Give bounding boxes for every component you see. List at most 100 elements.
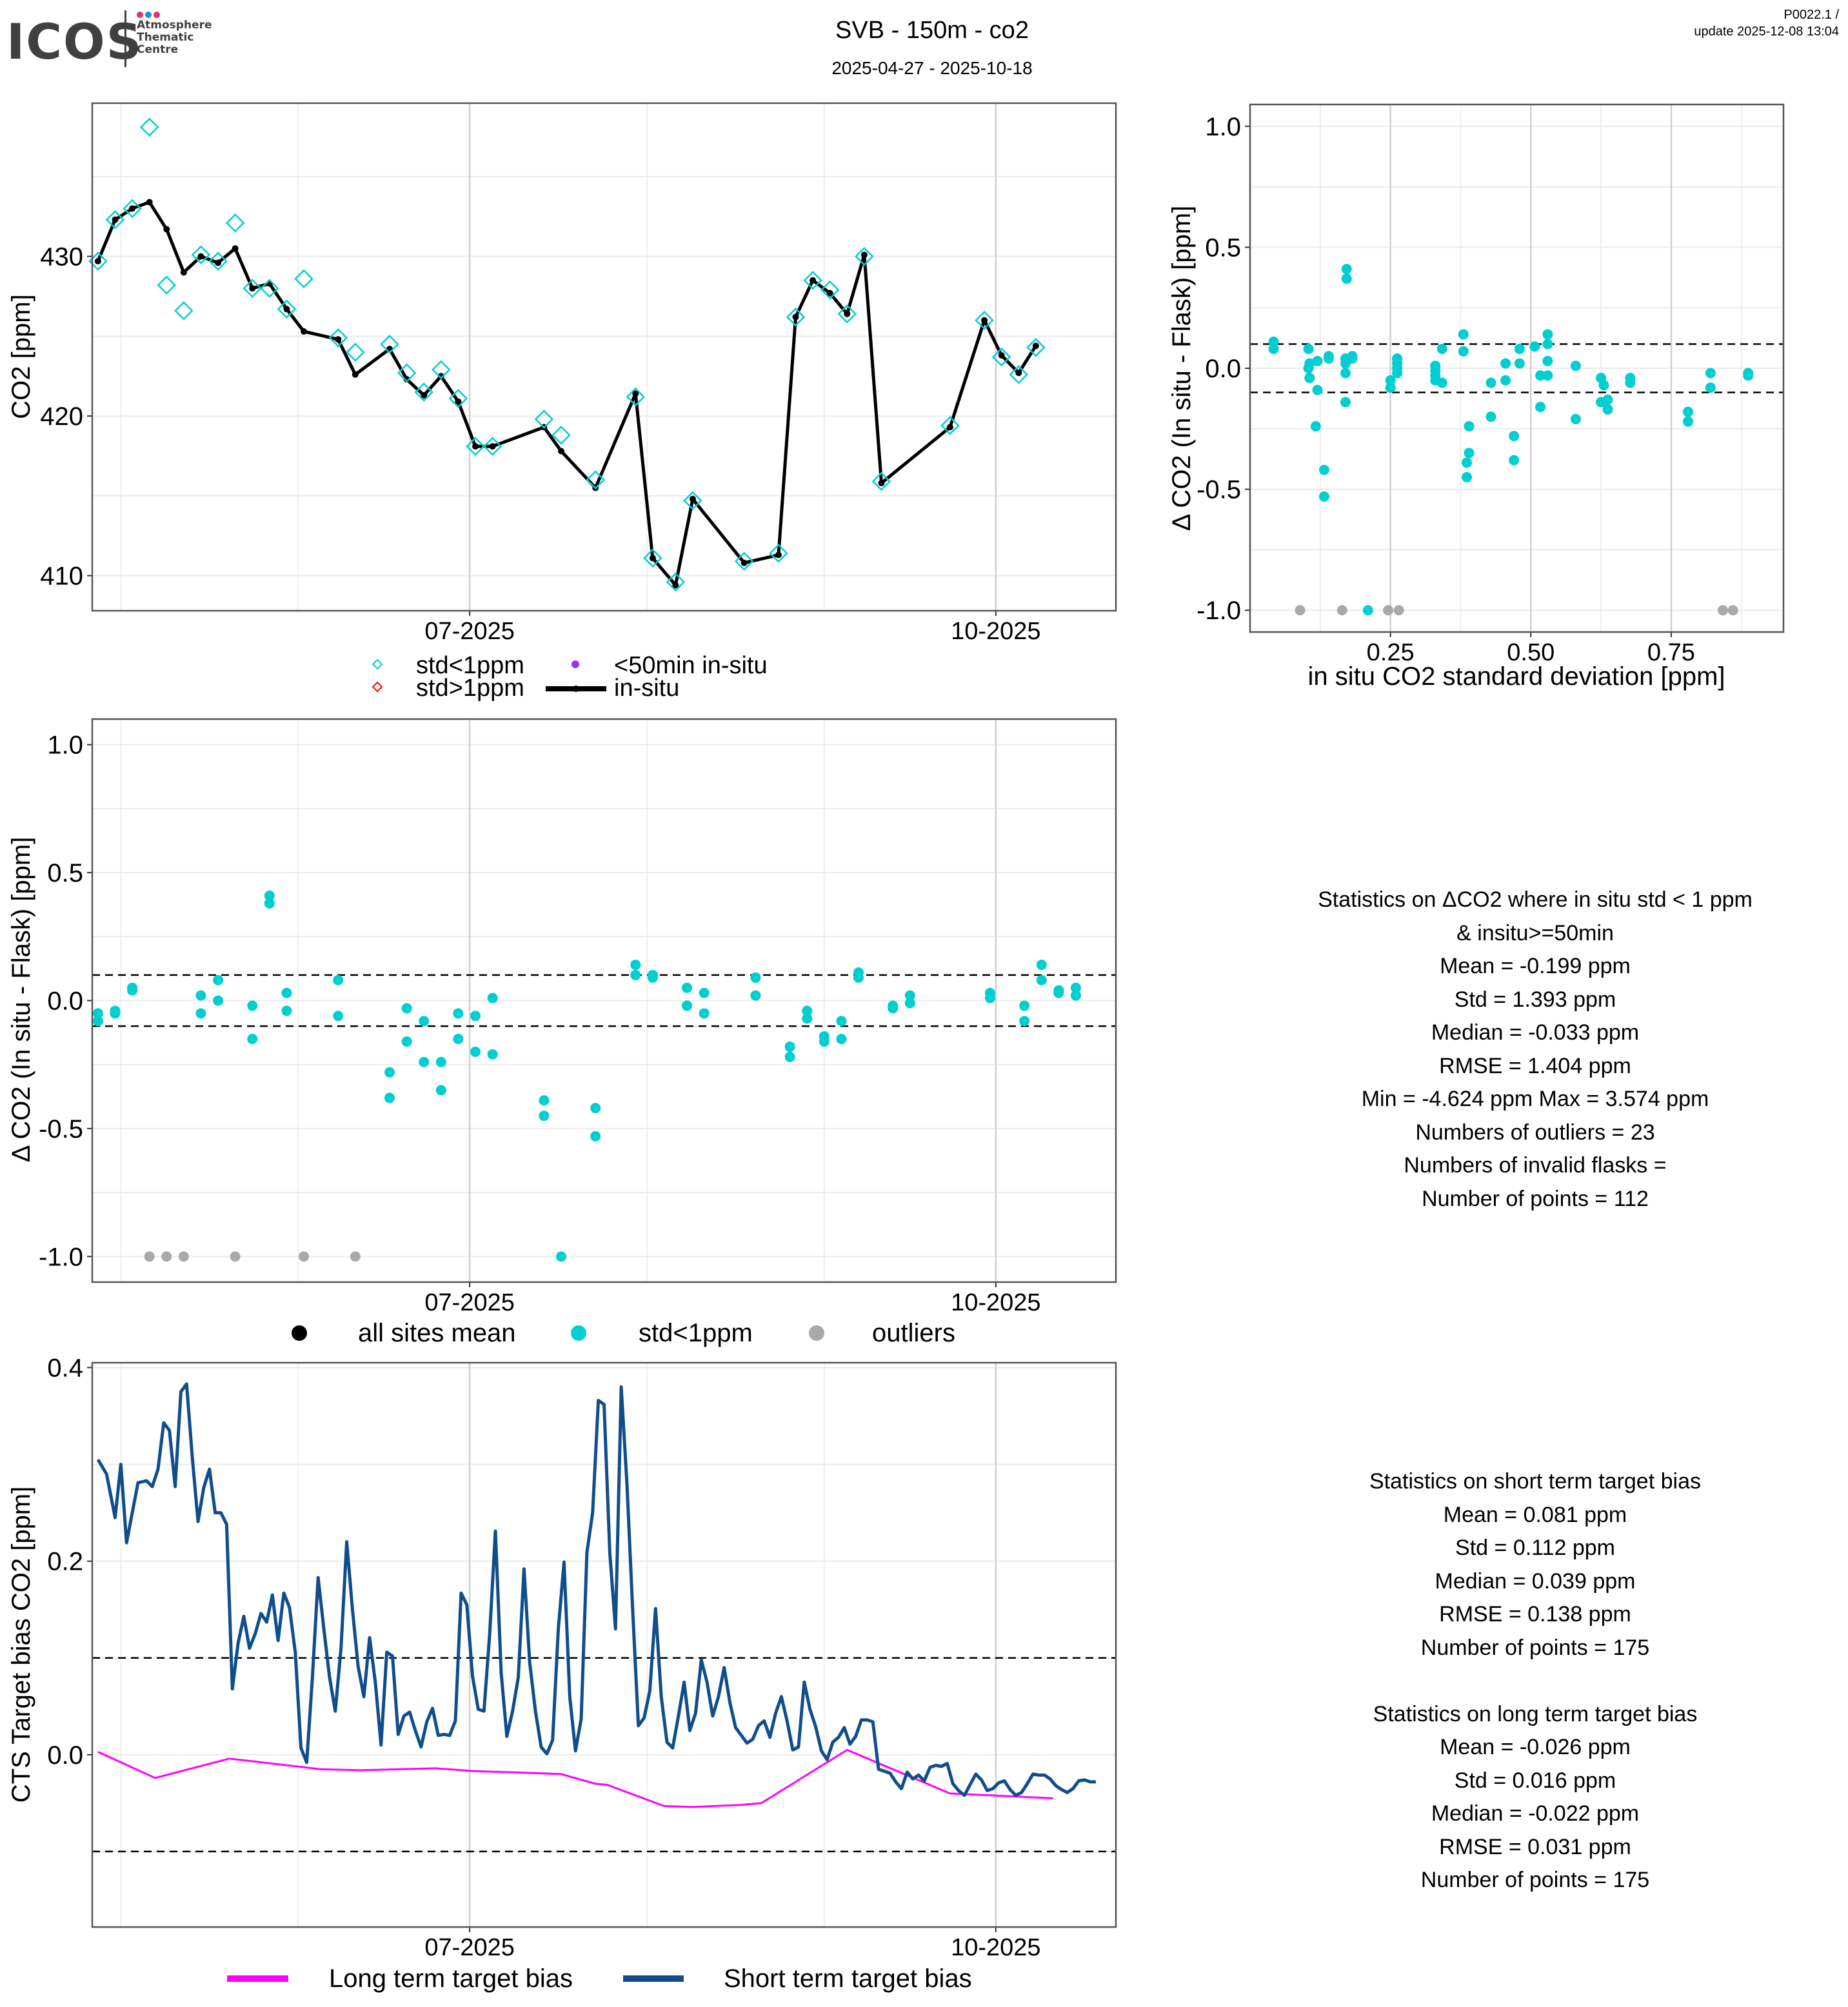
plot-border xyxy=(91,1361,1117,1928)
y-axis-label: CO2 [ppm] xyxy=(7,294,35,419)
delta-point xyxy=(802,1013,813,1024)
delta-point xyxy=(682,982,693,993)
flask-point xyxy=(871,471,891,491)
legend-label: std<1ppm xyxy=(639,1319,753,1347)
y-tick-label: 0.4 xyxy=(47,1354,83,1383)
legend-dot-icon xyxy=(292,1325,307,1341)
delta-point xyxy=(470,1046,481,1057)
insitu-point xyxy=(860,252,868,259)
insitu-point xyxy=(826,290,833,297)
stat-line: RMSE = 0.031 ppm xyxy=(1439,1834,1631,1859)
outlier-point xyxy=(1727,605,1738,616)
delta-point xyxy=(1312,384,1323,395)
legend-diamond-icon xyxy=(372,658,383,670)
gridlines xyxy=(1245,104,1783,637)
delta-point xyxy=(1070,982,1081,993)
flask-point xyxy=(157,275,177,295)
insitu-point xyxy=(197,253,204,260)
delta-point xyxy=(1570,413,1581,424)
delta-point xyxy=(1458,346,1469,357)
y-tick-label: 1.0 xyxy=(1205,113,1241,141)
delta-point xyxy=(590,1103,601,1114)
delta-point xyxy=(127,982,138,993)
flask-point xyxy=(380,334,399,354)
stat-line: Numbers of invalid flasks = xyxy=(1404,1153,1667,1178)
delta-point xyxy=(836,1034,847,1045)
logo-subtitle-line: Thematic xyxy=(137,31,194,44)
insitu-point xyxy=(775,551,782,559)
legend-dot-icon xyxy=(573,686,579,692)
delta-point xyxy=(1019,1016,1030,1027)
insitu-point xyxy=(403,376,410,383)
flask-point xyxy=(328,328,348,348)
delta-point xyxy=(1542,370,1553,381)
delta-point xyxy=(1485,411,1496,422)
legend-diamond-icon xyxy=(372,681,383,693)
delta-point xyxy=(904,998,915,1009)
delta-point xyxy=(1053,987,1064,998)
delta-point xyxy=(213,974,224,985)
delta-point xyxy=(1464,421,1475,432)
plot-border xyxy=(1249,103,1785,633)
y-axis-label: Δ CO2 (In situ - Flask) [ppm] xyxy=(7,837,35,1163)
stat-line: Median = 0.039 ppm xyxy=(1435,1568,1636,1594)
plot-border xyxy=(91,718,1117,1283)
flask-point xyxy=(123,199,142,219)
outlier-point xyxy=(1393,605,1404,616)
delta-point xyxy=(247,1000,258,1011)
y-tick-label: 1.0 xyxy=(47,731,83,760)
delta-point xyxy=(487,1049,498,1060)
flask-point xyxy=(260,279,279,298)
x-tick-label: 10-2025 xyxy=(951,1934,1040,1961)
delta-point xyxy=(1436,377,1447,388)
stat-line: Std = 0.112 ppm xyxy=(1455,1536,1615,1560)
delta-point xyxy=(195,1008,206,1019)
stat-line: Number of points = 175 xyxy=(1420,1635,1650,1660)
delta-point xyxy=(1310,421,1321,432)
insitu-point xyxy=(844,310,851,317)
delta-point xyxy=(1340,397,1351,408)
delta-point xyxy=(1036,959,1047,970)
update-timestamp: update 2025-12-08 13:04 xyxy=(1694,25,1839,39)
delta-point xyxy=(682,1000,693,1011)
logo-subtitle-line: Centre xyxy=(137,43,179,56)
flask-point xyxy=(991,347,1011,367)
delta-point xyxy=(1514,358,1525,369)
outlier-point xyxy=(299,1251,310,1262)
y-tick-label: 0.5 xyxy=(1205,233,1241,262)
insitu-point xyxy=(455,398,462,405)
legend-label: std>1ppm xyxy=(416,675,524,702)
delta-point xyxy=(1509,431,1520,442)
delta-point xyxy=(1036,974,1047,985)
x-tick-label: 07-2025 xyxy=(424,1289,514,1316)
delta-point xyxy=(419,1056,430,1067)
delta-point xyxy=(1542,339,1553,350)
flask-point xyxy=(803,270,822,290)
delta-point xyxy=(1303,343,1314,354)
flask-point xyxy=(769,544,788,563)
flask-point xyxy=(466,437,485,456)
delta-point xyxy=(333,974,344,985)
flask-point xyxy=(277,299,297,319)
logo-subtitle: Atmosphere Thematic Centre xyxy=(137,19,212,56)
legend-dot-icon xyxy=(571,1325,586,1341)
delta-point xyxy=(281,987,292,998)
delta-point xyxy=(1462,471,1473,482)
delta-point xyxy=(1625,377,1636,388)
legend-dot-icon xyxy=(571,660,579,668)
x-tick-label: 10-2025 xyxy=(951,618,1040,645)
delta-point xyxy=(539,1095,550,1106)
delta-point xyxy=(1602,394,1613,405)
plot-background xyxy=(92,103,1116,611)
insitu-point xyxy=(1015,370,1022,377)
logo-divider xyxy=(124,10,126,67)
insitu-point xyxy=(472,443,479,450)
y-tick-label: -1.0 xyxy=(39,1243,83,1271)
x-axis-label: in situ CO2 standard deviation [ppm] xyxy=(1307,662,1725,691)
gridlines xyxy=(87,719,1116,1287)
delta-point xyxy=(1436,343,1447,354)
insitu-point xyxy=(94,258,101,265)
delta-point xyxy=(1705,382,1716,393)
y-tick-label: 420 xyxy=(40,402,83,431)
